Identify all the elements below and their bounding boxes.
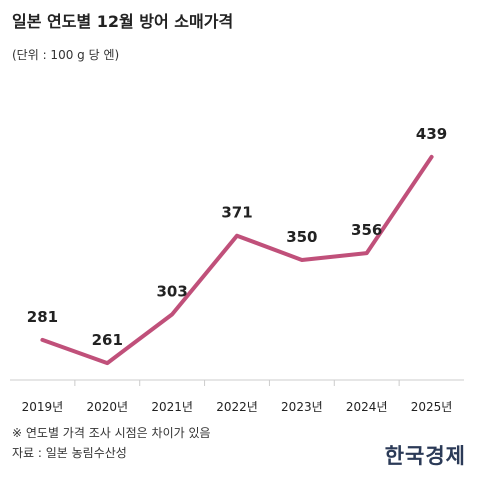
unit-label: (단위 : 100 g 당 엔) bbox=[12, 48, 120, 62]
x-tick-label: 2021년 bbox=[151, 400, 193, 414]
data-label: 356 bbox=[351, 221, 382, 239]
data-label: 439 bbox=[416, 125, 447, 143]
data-label: 281 bbox=[27, 308, 58, 326]
x-axis-ticks bbox=[74, 380, 400, 386]
data-label: 371 bbox=[221, 204, 252, 222]
x-tick-label: 2025년 bbox=[411, 400, 453, 414]
data-label: 303 bbox=[156, 282, 187, 300]
source-label: 자료 : 일본 농림수산성 bbox=[12, 446, 127, 460]
data-label: 350 bbox=[286, 228, 317, 246]
x-tick-label: 2023년 bbox=[281, 400, 323, 414]
x-tick-label: 2019년 bbox=[22, 400, 64, 414]
footnote: ※ 연도별 가격 조사 시점은 차이가 있음 bbox=[12, 426, 211, 440]
publisher-logo: 한국경제 bbox=[384, 443, 466, 468]
data-label: 261 bbox=[92, 331, 123, 349]
x-tick-label: 2022년 bbox=[216, 400, 258, 414]
chart-title: 일본 연도별 12월 방어 소매가격 bbox=[12, 12, 234, 31]
series-line-retail-price bbox=[40, 154, 434, 366]
x-tick-label: 2024년 bbox=[346, 400, 388, 414]
x-tick-label: 2020년 bbox=[86, 400, 128, 414]
data-labels: 281 261 303 371 350 356 439 bbox=[27, 125, 447, 349]
x-axis-labels: 2019년 2020년 2021년 2022년 2023년 2024년 2025년 bbox=[22, 400, 453, 414]
